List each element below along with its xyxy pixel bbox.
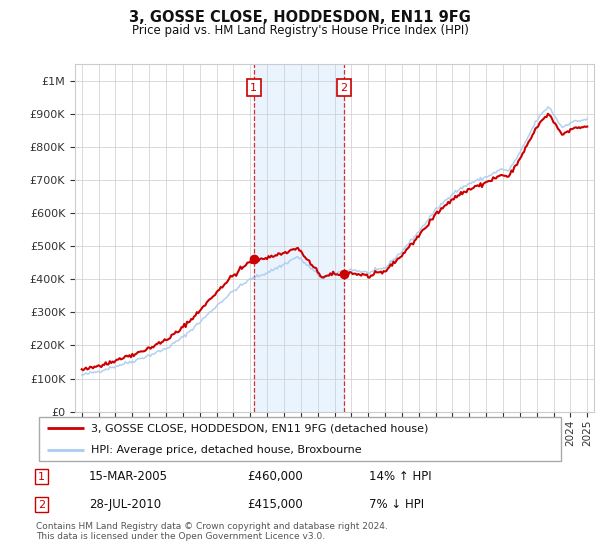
- Text: £415,000: £415,000: [247, 498, 303, 511]
- Text: 3, GOSSE CLOSE, HODDESDON, EN11 9FG: 3, GOSSE CLOSE, HODDESDON, EN11 9FG: [129, 10, 471, 25]
- Text: HPI: Average price, detached house, Broxbourne: HPI: Average price, detached house, Brox…: [91, 445, 362, 455]
- Text: 14% ↑ HPI: 14% ↑ HPI: [368, 470, 431, 483]
- Text: £460,000: £460,000: [247, 470, 303, 483]
- Bar: [254, 64, 344, 412]
- Text: 2: 2: [340, 82, 347, 92]
- Text: 3, GOSSE CLOSE, HODDESDON, EN11 9FG (detached house): 3, GOSSE CLOSE, HODDESDON, EN11 9FG (det…: [91, 423, 429, 433]
- Text: 7% ↓ HPI: 7% ↓ HPI: [368, 498, 424, 511]
- FancyBboxPatch shape: [38, 417, 562, 461]
- Text: Contains HM Land Registry data © Crown copyright and database right 2024.
This d: Contains HM Land Registry data © Crown c…: [36, 522, 388, 542]
- Text: 1: 1: [38, 472, 45, 482]
- Text: Price paid vs. HM Land Registry's House Price Index (HPI): Price paid vs. HM Land Registry's House …: [131, 24, 469, 36]
- Text: 15-MAR-2005: 15-MAR-2005: [89, 470, 168, 483]
- Text: 2: 2: [38, 500, 45, 510]
- Text: 1: 1: [250, 82, 257, 92]
- Text: 28-JUL-2010: 28-JUL-2010: [89, 498, 161, 511]
